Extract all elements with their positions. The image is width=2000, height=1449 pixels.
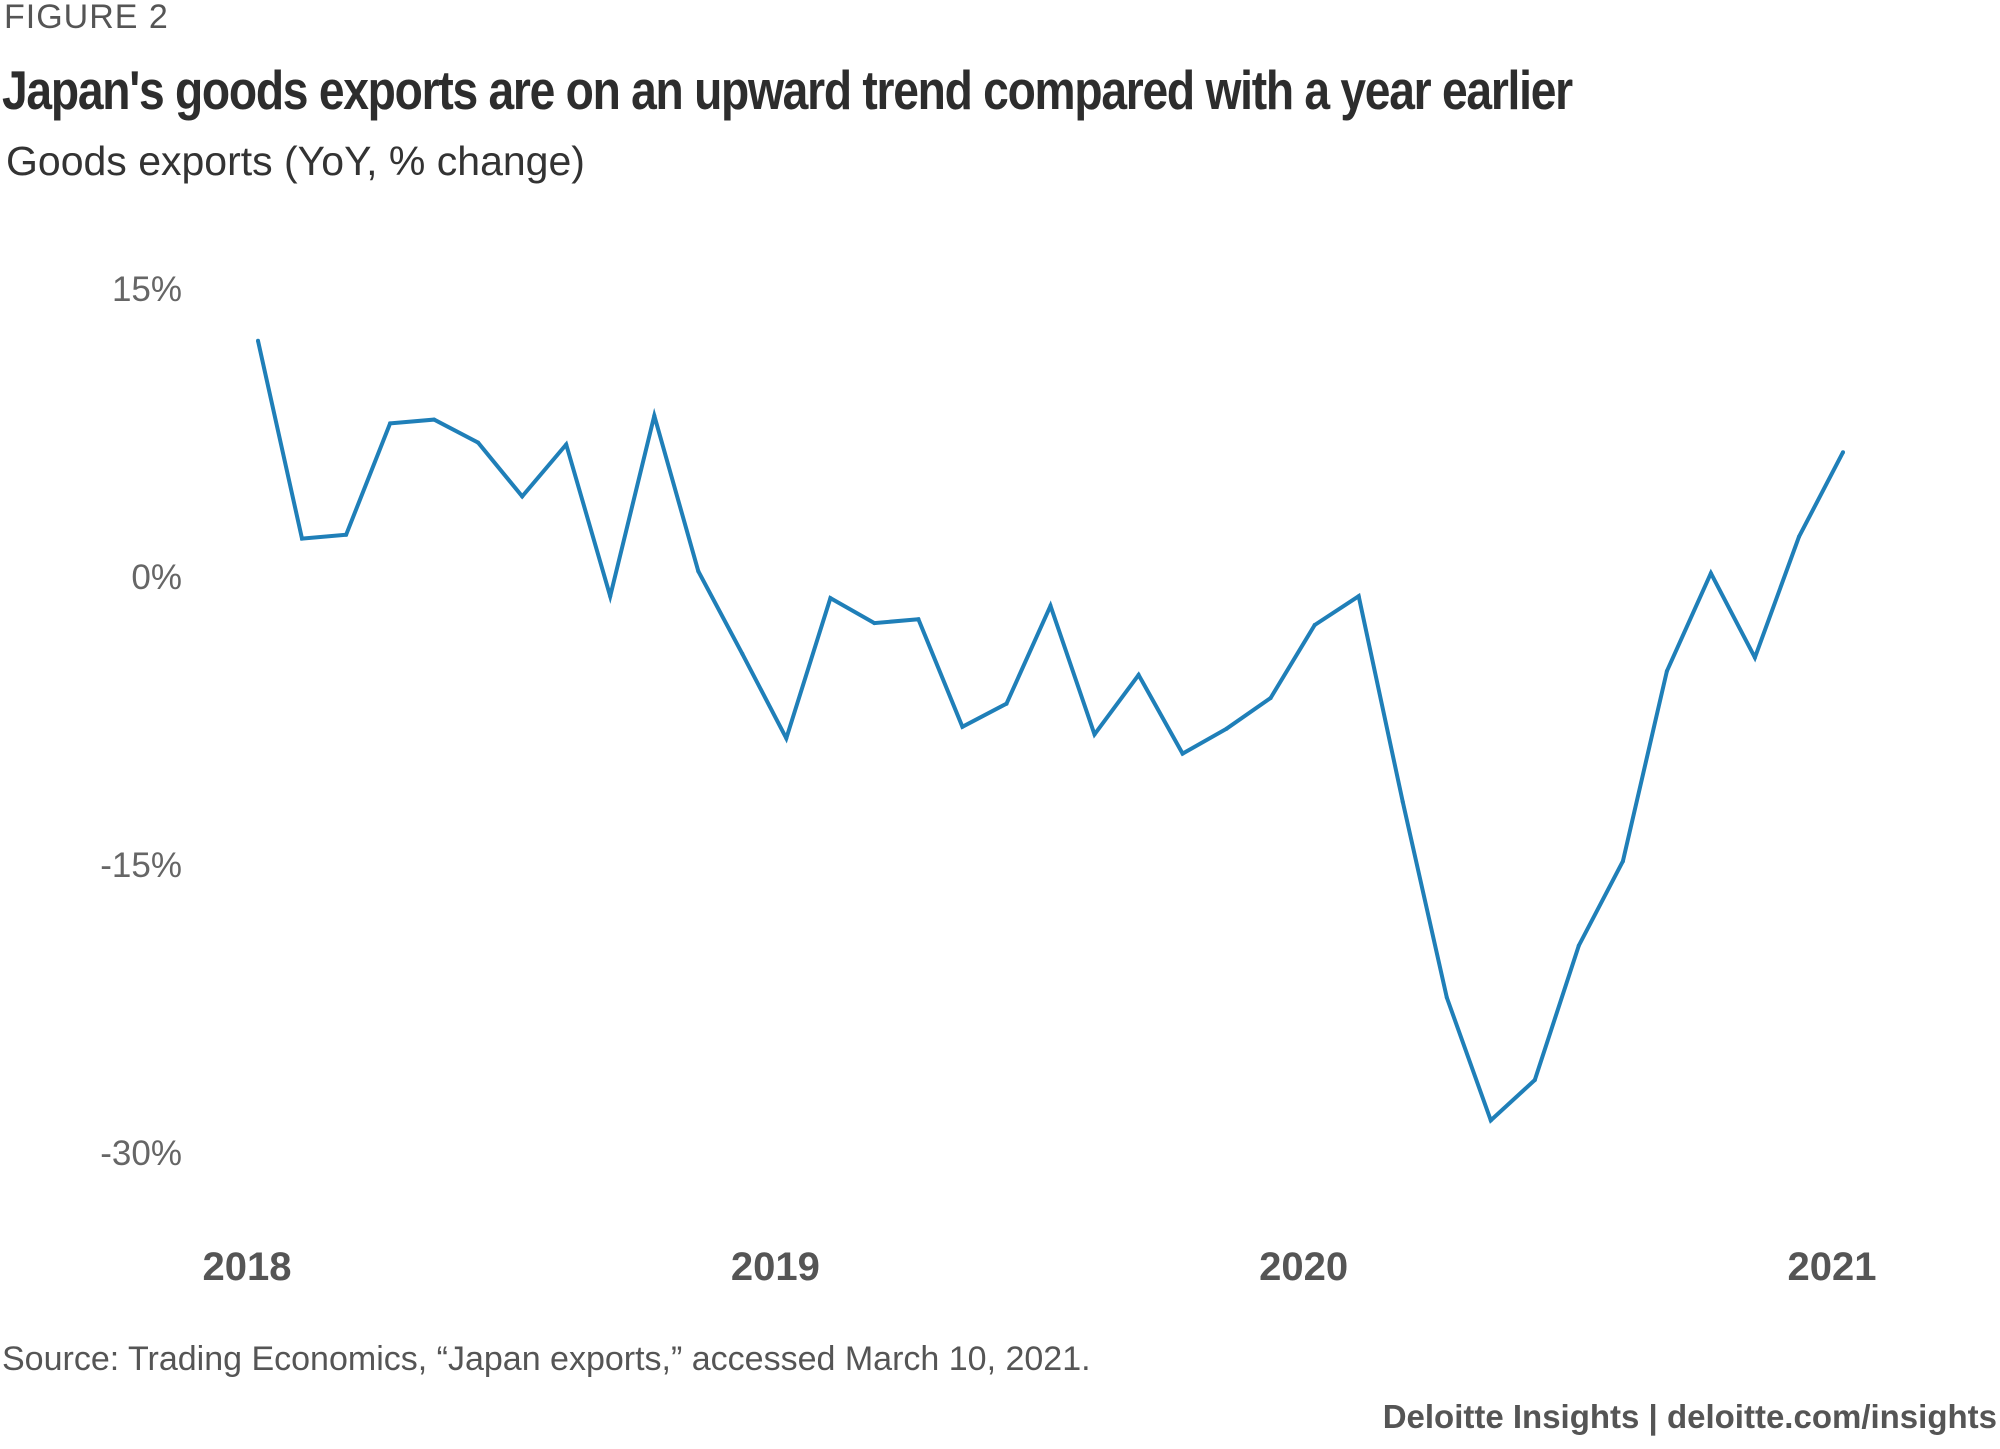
- data-point: [784, 736, 789, 741]
- data-point: [1444, 995, 1449, 1000]
- data-point: [1180, 751, 1185, 756]
- data-point: [960, 724, 965, 729]
- data-point: [608, 594, 613, 599]
- data-point: [916, 617, 921, 622]
- data-point: [1092, 732, 1097, 737]
- data-point: [1136, 672, 1141, 677]
- x-tick-label: 2019: [731, 1245, 820, 1289]
- data-point: [1356, 594, 1361, 599]
- line-chart: 15% 0% -15% -30% 2018 2019 2020 2021: [100, 270, 1877, 1289]
- data-point: [1620, 859, 1625, 864]
- data-point: [564, 442, 569, 447]
- data-point: [1312, 623, 1317, 627]
- data-point: [1576, 943, 1581, 948]
- x-tick-label: 2018: [203, 1245, 292, 1289]
- data-point: [1797, 534, 1801, 539]
- y-tick-label: 15%: [112, 270, 182, 309]
- x-tick-label: 2021: [1788, 1245, 1877, 1289]
- branding: Deloitte Insights | deloitte.com/insight…: [1382, 1398, 1997, 1435]
- data-point: [1664, 669, 1669, 674]
- chart-subtitle: Goods exports (YoY, % change): [6, 138, 585, 184]
- data-point: [1752, 655, 1757, 660]
- data-point: [520, 494, 525, 499]
- data-point: [828, 596, 833, 601]
- data-point: [1224, 726, 1229, 731]
- series-line: [256, 340, 1845, 1124]
- data-point: [1708, 571, 1713, 576]
- data-point: [696, 569, 701, 574]
- x-tick-label: 2020: [1259, 1245, 1348, 1289]
- y-tick-label: -15%: [100, 846, 182, 885]
- y-tick-label: 0%: [131, 558, 182, 597]
- data-point: [344, 532, 349, 537]
- data-point: [1488, 1118, 1493, 1123]
- data-point: [300, 536, 304, 541]
- data-point: [476, 440, 481, 445]
- series-layer: [256, 338, 1845, 1124]
- data-point: [1532, 1078, 1537, 1082]
- figure-label: FIGURE 2: [4, 0, 169, 36]
- x-axis-ticks: 2018 2019 2020 2021: [203, 1245, 1877, 1289]
- data-point: [1400, 799, 1405, 804]
- y-tick-label: -30%: [100, 1134, 182, 1173]
- source-note: Source: Trading Economics, “Japan export…: [2, 1340, 1091, 1378]
- data-point: [1841, 450, 1845, 455]
- data-point: [740, 651, 745, 656]
- data-point: [652, 413, 657, 418]
- y-axis-ticks: 15% 0% -15% -30%: [100, 270, 182, 1173]
- data-point: [388, 421, 393, 426]
- data-point: [1268, 696, 1273, 700]
- data-point: [256, 338, 260, 343]
- data-point: [1048, 603, 1053, 608]
- data-point: [432, 417, 437, 422]
- data-point: [1004, 701, 1009, 706]
- data-point: [872, 621, 877, 626]
- chart-title: Japan's goods exports are on an upward t…: [2, 59, 1573, 121]
